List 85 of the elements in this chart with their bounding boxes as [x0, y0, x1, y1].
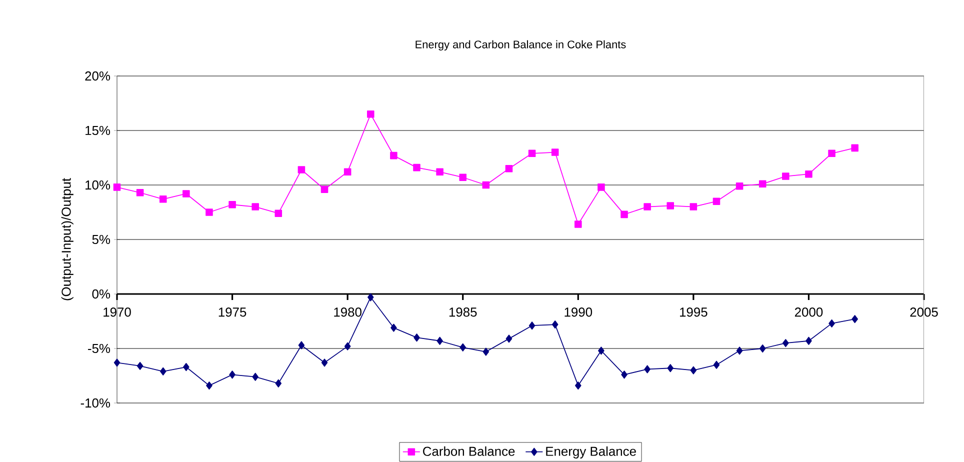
- point: [666, 202, 674, 210]
- point: [436, 336, 443, 345]
- point: [805, 170, 812, 178]
- x-tick-label: 2000: [794, 308, 823, 317]
- point: [736, 182, 744, 190]
- x-tick-label: 1995: [680, 308, 708, 317]
- point: [506, 334, 512, 343]
- point: [413, 164, 420, 172]
- point: [758, 180, 766, 188]
- point: [320, 186, 328, 193]
- y-tick-label: 0%: [92, 289, 110, 299]
- point: [482, 348, 490, 356]
- point: [159, 196, 167, 203]
- point: [321, 358, 328, 367]
- x-tick-label: 2005: [910, 308, 938, 317]
- point: [806, 336, 812, 345]
- point: [436, 168, 444, 176]
- point: [667, 364, 674, 372]
- y-tick-label: -5%: [88, 344, 110, 354]
- point: [505, 165, 513, 172]
- point: [367, 293, 374, 302]
- point: [551, 148, 559, 156]
- point: [621, 370, 628, 379]
- point: [274, 210, 282, 217]
- point: [644, 203, 651, 210]
- point: [782, 339, 789, 348]
- y-tick-label: 20%: [85, 71, 110, 81]
- point: [390, 152, 398, 160]
- x-tick-label: 1980: [334, 308, 362, 317]
- point: [528, 150, 536, 158]
- y-tick-label: 5%: [92, 234, 110, 244]
- point: [598, 184, 605, 191]
- point: [759, 344, 766, 353]
- point: [183, 362, 190, 372]
- point: [298, 166, 306, 174]
- chart-title: Energy and Carbon Balance in Coke Plants: [416, 40, 626, 50]
- x-tick-label: 1990: [564, 308, 592, 317]
- point: [851, 144, 858, 152]
- point: [114, 358, 120, 367]
- point: [828, 319, 835, 328]
- point: [459, 174, 466, 182]
- point: [528, 322, 536, 330]
- point: [852, 315, 858, 324]
- point: [136, 362, 144, 370]
- point: [828, 150, 836, 158]
- point: [736, 346, 743, 355]
- legend-label: Carbon Balance: [423, 446, 515, 456]
- point: [366, 110, 374, 118]
- point: [344, 342, 351, 350]
- point: [136, 188, 144, 196]
- point: [782, 172, 790, 180]
- point: [344, 168, 352, 176]
- point: [690, 203, 698, 210]
- y-tick-label: 15%: [86, 126, 110, 136]
- point: [690, 366, 697, 374]
- x-tick-label: 1985: [449, 308, 477, 317]
- point: [390, 324, 397, 332]
- point: [620, 210, 628, 218]
- point: [460, 343, 466, 352]
- x-tick-label: 1970: [104, 308, 131, 317]
- x-tick-label: 1975: [218, 308, 246, 317]
- point: [644, 365, 650, 374]
- point: [252, 203, 259, 210]
- point: [598, 346, 604, 355]
- y-tick-label: -10%: [80, 398, 110, 408]
- point: [298, 341, 305, 350]
- point: [713, 360, 720, 369]
- y-axis-title: (Output-Input)/Output: [61, 178, 74, 300]
- point: [229, 370, 236, 379]
- point: [552, 320, 558, 329]
- point: [275, 379, 282, 388]
- point: [575, 382, 582, 390]
- point: [252, 372, 258, 381]
- point: [228, 200, 236, 208]
- point: [206, 208, 213, 216]
- point: [160, 367, 166, 376]
- point: [482, 181, 490, 189]
- y-tick-label: 10%: [86, 180, 110, 190]
- point: [182, 190, 190, 198]
- point: [712, 198, 720, 205]
- legend-label: Energy Balance: [546, 446, 636, 458]
- point: [414, 334, 420, 342]
- point: [113, 184, 121, 191]
- point: [574, 220, 582, 228]
- point: [206, 382, 212, 390]
